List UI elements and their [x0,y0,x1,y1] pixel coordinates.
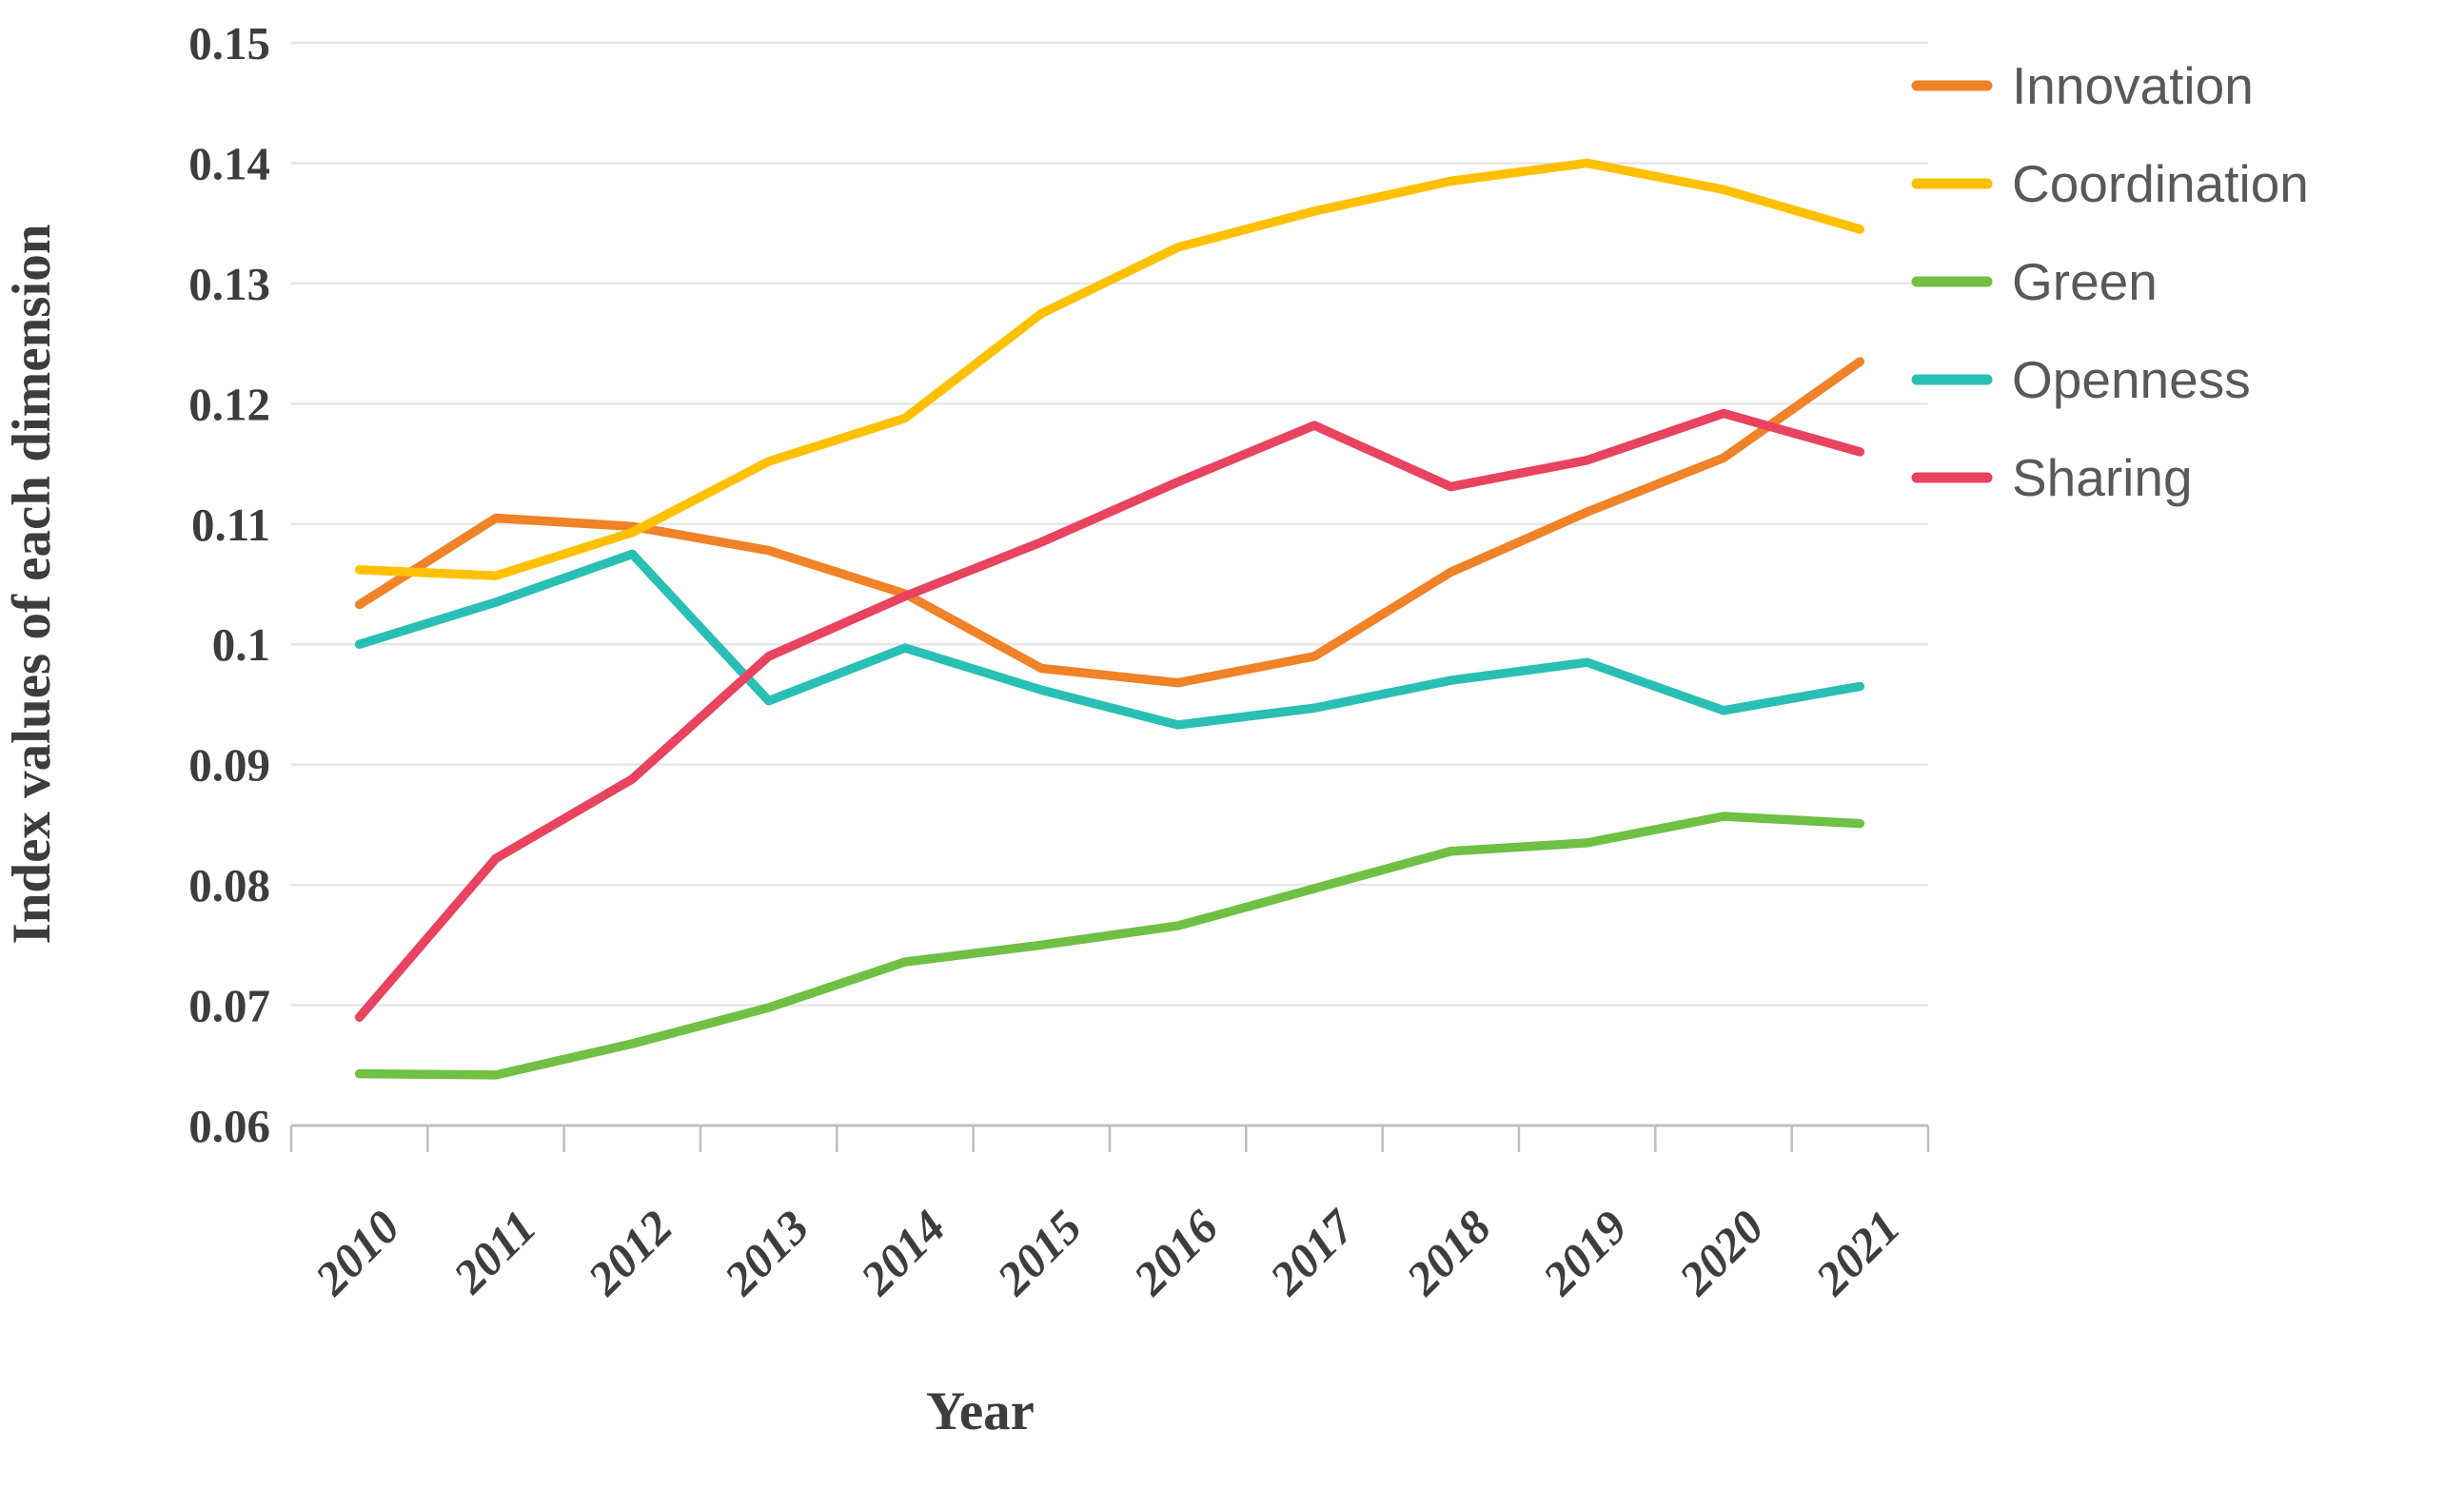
legend-item-innovation: Innovation [1911,56,2254,115]
legend-label: Openness [2012,350,2251,409]
legend-label: Sharing [2012,448,2193,507]
y-tick-label: 0.11 [191,499,270,551]
series-line-sharing [354,408,1865,1022]
legend-label: Coordination [2012,154,2309,213]
y-tick-label: 0.06 [188,1100,270,1152]
y-tick-label: 0.14 [188,137,270,189]
series-line-innovation [354,357,1865,688]
x-tick-label: 2017 [1259,1199,1366,1305]
legend-item-green: Green [1911,252,2158,311]
legend: Innovation Coordination Green Openness Shari… [1911,56,2309,507]
series-line-coordination [354,158,1865,580]
legend-label: Innovation [2012,56,2254,115]
y-tick-label: 0.1 [212,618,270,671]
y-tick-label: 0.12 [188,378,270,430]
series-line-green [354,812,1865,1080]
y-tick-labels-group: 0.06 0.07 0.08 0.09 0.1 0.11 0.12 0.13 0.14 0.15 [188,17,270,1152]
x-tick-label: 2012 [577,1200,682,1305]
y-tick-label: 0.15 [188,17,270,69]
x-tick-label: 2019 [1531,1200,1637,1305]
x-tick-label: 2021 [1804,1200,1910,1305]
x-tick-label: 2011 [443,1200,546,1303]
x-tick-label: 2013 [713,1200,818,1305]
axis-group [289,1124,1930,1152]
legend-item-sharing: Sharing [1911,448,2193,507]
y-tick-label: 0.13 [188,258,270,310]
series-group [354,158,1865,1080]
x-axis-title: Year [926,1381,1035,1441]
legend-item-openness: Openness [1911,350,2251,409]
x-tick-label: 2010 [304,1200,409,1305]
x-tick-label: 2016 [1122,1200,1228,1305]
series-line-openness [354,549,1865,730]
y-tick-label: 0.09 [188,739,270,792]
y-axis-title: Index values of each dimension [2,225,62,945]
y-tick-label: 0.08 [188,859,270,911]
x-tick-label: 2014 [850,1200,956,1305]
x-tick-label: 2018 [1395,1200,1501,1305]
y-tick-label: 0.07 [188,980,270,1032]
x-tick-label: 2015 [986,1200,1092,1305]
x-tick-labels-group: 2010 2011 2012 2013 2014 2015 2016 2017 2018 2019… [304,1199,1910,1305]
legend-label: Green [2012,252,2158,311]
legend-item-coordination: Coordination [1911,154,2309,213]
x-tick-label: 2020 [1668,1200,1774,1305]
